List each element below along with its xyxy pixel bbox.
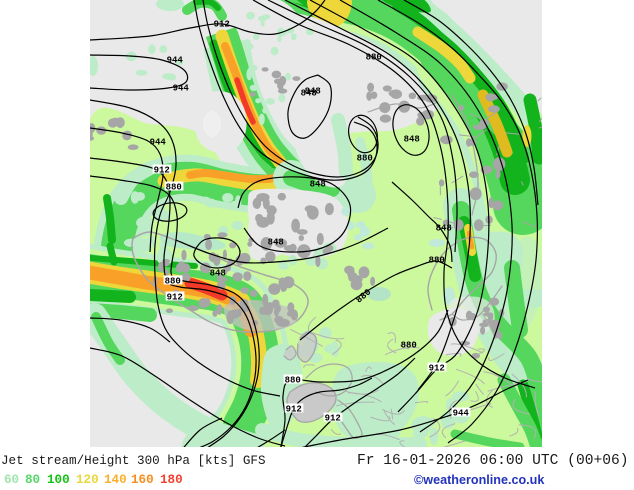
svg-text:848: 848	[268, 238, 284, 248]
svg-text:880: 880	[165, 277, 181, 287]
svg-text:880: 880	[285, 376, 301, 386]
svg-text:912: 912	[286, 405, 302, 415]
svg-text:848: 848	[301, 89, 317, 99]
svg-text:944: 944	[167, 56, 184, 66]
svg-text:944: 944	[453, 409, 470, 419]
svg-text:848: 848	[404, 135, 420, 145]
svg-text:912: 912	[325, 414, 341, 424]
svg-text:848: 848	[210, 269, 226, 279]
svg-text:912: 912	[429, 364, 445, 374]
svg-text:848: 848	[305, 87, 321, 97]
svg-text:880: 880	[357, 154, 373, 164]
svg-text:880: 880	[166, 183, 182, 193]
svg-text:848: 848	[436, 224, 452, 234]
svg-text:880: 880	[401, 341, 417, 351]
svg-text:944: 944	[173, 84, 190, 94]
svg-text:880: 880	[429, 256, 445, 266]
svg-text:912: 912	[154, 166, 170, 176]
svg-text:912: 912	[214, 20, 230, 30]
svg-text:912: 912	[167, 293, 183, 303]
svg-text:880: 880	[366, 53, 382, 63]
svg-text:944: 944	[150, 138, 167, 148]
svg-text:848: 848	[310, 180, 326, 190]
